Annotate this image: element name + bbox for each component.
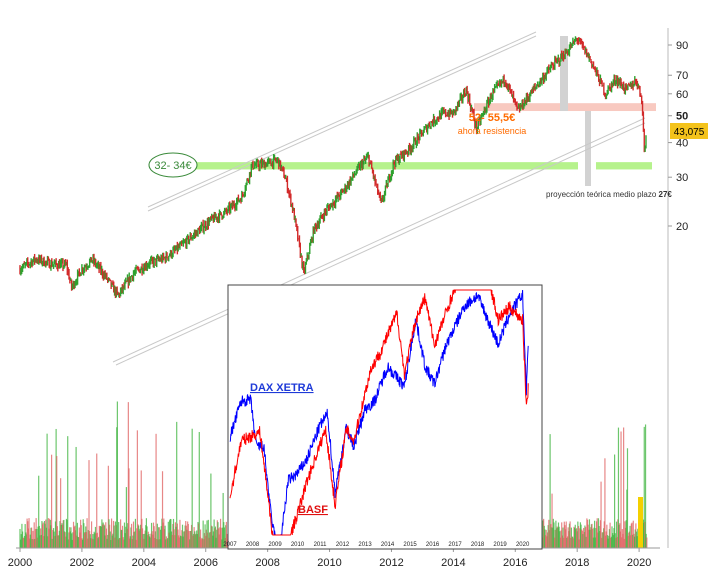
price-tick-label: 70 (676, 70, 688, 82)
inset-time-tick-label: 2015 (403, 542, 417, 548)
time-tick-label: 2004 (132, 557, 156, 569)
support-zone-band (196, 162, 578, 170)
time-tick-label: 2016 (503, 557, 527, 569)
channel-line (115, 122, 646, 366)
time-axis: 2000 2002 2004 2006 2008 2010 2012 2014 2016 2018… (8, 547, 660, 569)
zone-label: 32- 34€ (154, 160, 191, 172)
inset-time-tick-label: 2013 (358, 542, 372, 548)
inset-series (229, 289, 529, 536)
inset-time-tick-label: 2012 (336, 542, 350, 548)
price-tick-label: 20 (676, 221, 688, 233)
last-price-label: 43,075 (674, 127, 705, 138)
inset-time-tick-label: 2010 (291, 542, 305, 548)
trend-channel (112, 31, 646, 366)
time-tick-label: 2020 (627, 557, 651, 569)
price-tick-label: 40 (676, 138, 688, 150)
channel-line (147, 35, 537, 212)
zone-label-ellipse (148, 152, 198, 178)
inset-time-axis: 2007 2008 2009 2010 2011 2012 2013 2014 2015 2016… (223, 542, 530, 548)
support-zone-band-right (596, 162, 652, 170)
price-tick-label: 50 (676, 111, 688, 123)
channel-line (147, 31, 537, 208)
price-axis: 90 70 60 50 40 30 20 43,075 (667, 28, 708, 548)
inset-time-tick-label: 2016 (426, 542, 440, 548)
basf-series-line (229, 289, 529, 536)
projection-text: proyección teórica medio plazo (546, 190, 657, 199)
resistance-note: ahora resistencia (458, 126, 527, 136)
time-tick-label: 2014 (441, 557, 465, 569)
inset-time-tick-label: 2007 (223, 542, 237, 548)
price-tick-label: 90 (676, 40, 688, 52)
inset-time-tick-label: 2018 (471, 542, 485, 548)
projection-measure-bar-top (560, 36, 568, 111)
inset-time-tick-label: 2008 (246, 542, 260, 548)
inset-time-tick-label: 2020 (516, 542, 530, 548)
time-tick-label: 2008 (255, 557, 279, 569)
annotations: 32- 34€ 52- 55,5€ ahora resistencia proy… (148, 112, 672, 199)
time-tick-label: 2000 (8, 557, 32, 569)
resistance-label: 52- 55,5€ (469, 112, 515, 124)
price-tick-label: 60 (676, 89, 688, 101)
time-tick-label: 2002 (70, 557, 94, 569)
inset-dax-vs-basf-chart: 2007 2008 2009 2010 2011 2012 2013 2014 2015 2016… (223, 284, 543, 550)
volume-spike (638, 497, 643, 548)
time-tick-label: 2010 (317, 557, 341, 569)
projection-measure-bar-bottom (585, 111, 591, 186)
channel-line (112, 117, 646, 363)
inset-time-tick-label: 2014 (381, 542, 395, 548)
projection-label: proyección teórica medio plazo 27€ (546, 190, 672, 199)
time-tick-label: 2006 (193, 557, 217, 569)
legend-dax-label: DAX XETRA (250, 382, 314, 394)
time-tick-label: 2012 (379, 557, 403, 569)
inset-frame (227, 284, 543, 550)
inset-time-tick-label: 2017 (448, 542, 462, 548)
price-candles (19, 36, 647, 299)
inset-time-tick-label: 2009 (268, 542, 282, 548)
price-tick-label: 30 (676, 172, 688, 184)
inset-time-tick-label: 2019 (493, 542, 507, 548)
inset-time-tick-label: 2011 (314, 542, 328, 548)
legend-basf-label: BASF (298, 504, 328, 516)
time-tick-label: 2018 (565, 557, 589, 569)
projection-value: 27€ (659, 190, 673, 199)
last-price-badge (670, 123, 708, 139)
annotation-zones (196, 36, 656, 186)
